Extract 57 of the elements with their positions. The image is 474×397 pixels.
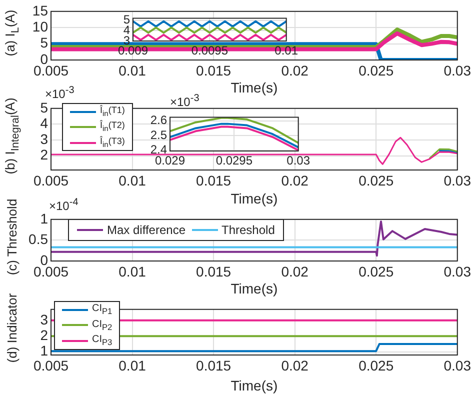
y-axis-title: (c) Threshold [4,198,20,276]
y-tick-label: 5 [40,34,48,51]
x-tick-label: 0.0295 [216,154,253,168]
x-tick-label: 0.015 [196,172,232,188]
x-tick-label: 0.02 [281,172,309,188]
legend-label: CI$_{P3}$ [92,334,112,348]
x-tick-label: 0.025 [358,357,394,374]
y-tick-label: 0 [40,252,48,268]
x-tick-label: 0.01 [118,263,146,280]
x-tick-label: 0.01 [118,62,146,78]
x-tick-label: 0.02 [281,62,309,78]
y-tick-label: 4 [40,115,48,132]
x-axis-title: Time(s) [230,377,278,394]
annotation: ×10$^{-3}$ [170,93,200,109]
legend-label: Max difference [107,223,186,237]
x-tick-label: 0.025 [358,62,394,78]
legend-label: CI$_{P2}$ [92,318,112,332]
x-tick-label: 0.005 [33,172,69,188]
x-tick-label: 0.015 [196,263,232,280]
x-tick-label: 0.005 [33,357,69,374]
y-tick-label: 2 [40,326,48,343]
y-tick-label: 0 [40,50,48,67]
y-tick-label: 5 [40,99,48,116]
x-tick-label: 0.03 [444,263,472,280]
y-tick-label: 2.5 [150,128,168,142]
x-tick-label: 0.03 [444,357,472,374]
x-tick-label: 0.01 [118,172,146,188]
y-tick-label: 2 [40,146,48,163]
x-tick-label: 0.03 [286,154,310,168]
x-tick-label: 0.03 [444,62,472,78]
x-axis-title: Time(s) [230,280,278,296]
x-tick-label: 0.03 [444,172,472,188]
y-tick-label: 10 [32,18,48,34]
legend-label: Î$_{in}$(T1) [100,105,125,118]
text: ×10$^{-4}$ [49,197,78,213]
y-axis-title: (d) Indicator [4,292,20,362]
x-tick-label: 0.02 [281,263,309,280]
x-tick-label: 0.015 [196,62,232,78]
x-tick-label: 0.025 [358,263,394,280]
y-tick-label: 2.6 [150,113,168,128]
y-tick-label: 3 [40,130,48,147]
x-tick-label: 0.025 [358,172,394,188]
y-tick-label: 1 [40,210,48,226]
x-axis-title: Time(s) [230,190,278,206]
legend-label: CI$_{P1}$ [92,303,112,317]
x-tick-label: 0.01 [118,357,146,374]
y-tick-label: 0.5 [28,231,48,248]
y-tick-label: 1 [40,342,48,359]
legend-label: Î$_{in}$(T3) [100,136,125,150]
x-tick-label: 0.02 [281,357,309,374]
y-tick-label: 15 [32,2,48,18]
x-axis-title: Time(s) [230,79,278,96]
legend-label: Î$_{in}$(T2) [100,120,125,134]
legend-label: Threshold [222,223,275,237]
y-tick-label: 3 [40,311,48,328]
x-tick-label: 0.015 [196,357,232,374]
text: ×10$^{-3}$ [45,85,74,101]
